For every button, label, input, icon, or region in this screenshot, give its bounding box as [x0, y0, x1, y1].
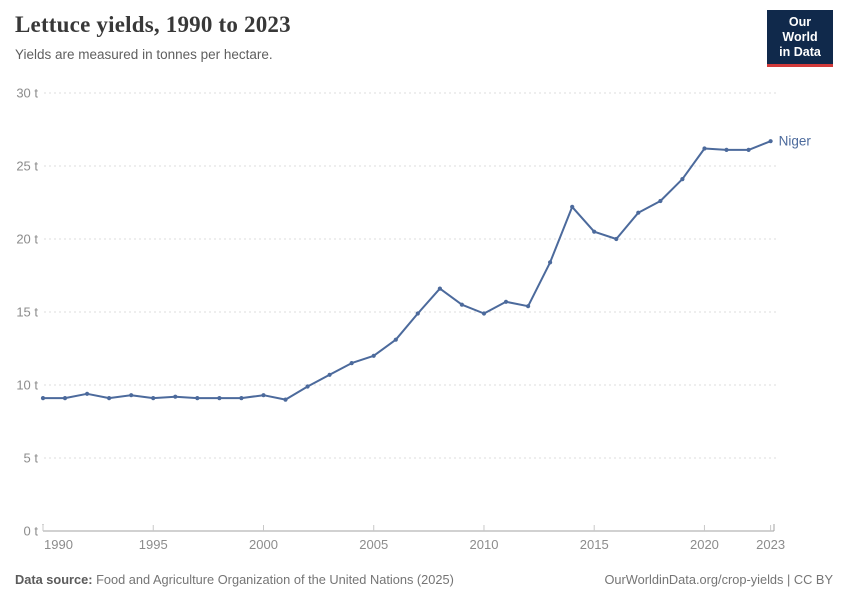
data-point[interactable]: [658, 198, 663, 204]
data-point[interactable]: [526, 304, 531, 309]
data-point[interactable]: [129, 393, 134, 398]
x-tick-label: 2005: [359, 537, 388, 552]
x-tick-label: 2000: [249, 537, 278, 552]
data-point[interactable]: [415, 311, 420, 316]
x-tick-label: 2023: [756, 537, 785, 552]
y-tick-label: 0 t: [24, 524, 39, 539]
data-point[interactable]: [503, 299, 509, 304]
data-point[interactable]: [107, 396, 112, 401]
data-source-label: Data source:: [15, 572, 93, 587]
data-point[interactable]: [239, 396, 244, 401]
y-tick-label: 20 t: [16, 232, 38, 247]
data-point[interactable]: [217, 396, 222, 401]
y-tick-label: 10 t: [16, 378, 38, 393]
data-point[interactable]: [151, 396, 156, 401]
y-tick-label: 25 t: [16, 159, 38, 174]
y-tick-label: 30 t: [16, 86, 38, 101]
data-point[interactable]: [680, 177, 685, 182]
data-point[interactable]: [371, 353, 376, 358]
x-tick-label: 2020: [690, 537, 719, 552]
series-label[interactable]: Niger: [779, 134, 812, 149]
data-point[interactable]: [261, 393, 266, 398]
owid-logo-line1: Our World: [782, 15, 818, 44]
data-point[interactable]: [459, 302, 464, 307]
data-source: Data source: Food and Agriculture Organi…: [15, 572, 454, 587]
data-point[interactable]: [592, 229, 597, 234]
data-point[interactable]: [195, 396, 200, 401]
data-source-text: Food and Agriculture Organization of the…: [92, 572, 454, 587]
data-point[interactable]: [702, 146, 707, 151]
data-point[interactable]: [62, 396, 68, 401]
x-tick-label: 1995: [139, 537, 168, 552]
owid-logo-line2: in Data: [779, 45, 821, 59]
chart-footer: Data source: Food and Agriculture Organi…: [15, 572, 833, 587]
data-point[interactable]: [283, 397, 288, 402]
page-title: Lettuce yields, 1990 to 2023: [15, 12, 291, 37]
data-point[interactable]: [393, 337, 398, 342]
data-point[interactable]: [305, 384, 310, 389]
data-point[interactable]: [570, 204, 575, 209]
data-point[interactable]: [40, 396, 46, 401]
page-subtitle: Yields are measured in tonnes per hectar…: [15, 47, 273, 62]
data-point[interactable]: [746, 147, 751, 152]
data-point[interactable]: [173, 394, 178, 399]
chart-header: Lettuce yields, 1990 to 2023 Yields are …: [15, 12, 750, 62]
data-point[interactable]: [85, 391, 90, 396]
x-tick-label: 2015: [580, 537, 609, 552]
series-line: [42, 140, 772, 401]
credit-link[interactable]: OurWorldinData.org/crop-yields | CC BY: [604, 572, 833, 587]
data-point[interactable]: [636, 210, 641, 215]
x-tick-label: 1990: [44, 537, 73, 552]
data-point[interactable]: [327, 372, 332, 377]
y-tick-label: 15 t: [16, 305, 38, 320]
data-point[interactable]: [437, 286, 442, 291]
data-point[interactable]: [614, 236, 619, 242]
owid-logo[interactable]: Our World in Data: [767, 10, 833, 67]
x-tick-label: 2010: [470, 537, 499, 552]
data-point[interactable]: [724, 147, 729, 152]
data-point[interactable]: [548, 260, 553, 265]
y-tick-label: 5 t: [24, 451, 39, 466]
data-point[interactable]: [481, 311, 487, 316]
data-point[interactable]: [768, 139, 773, 144]
data-point[interactable]: [349, 361, 354, 366]
